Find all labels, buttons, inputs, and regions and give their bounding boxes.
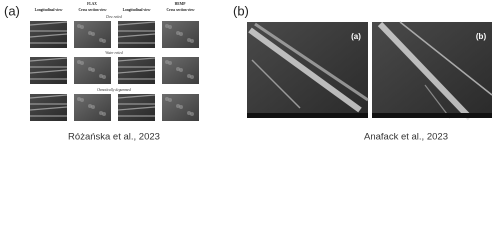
texture — [179, 105, 183, 109]
sem-image — [29, 94, 68, 121]
group-label: HEMP — [175, 2, 187, 6]
texture — [102, 39, 106, 43]
sem-image — [372, 21, 493, 121]
texture — [102, 112, 106, 116]
texture — [190, 39, 194, 43]
texture — [190, 75, 194, 79]
fiber — [29, 33, 68, 38]
image-label: (a) — [351, 32, 361, 41]
texture — [91, 68, 95, 72]
column-label: Longitudinal view — [35, 8, 63, 12]
row-label: Osmotically degummed — [97, 88, 131, 92]
sem-image — [74, 21, 111, 48]
caption: Różańska et al., 2023 — [68, 132, 160, 143]
sem-image — [162, 94, 199, 121]
texture — [168, 98, 172, 102]
texture — [80, 25, 84, 29]
column-label: Cross section view — [166, 8, 194, 12]
fiber — [29, 57, 68, 62]
column-label: Longitudinal view — [123, 8, 151, 12]
panel-label: (a) — [4, 3, 20, 18]
texture — [179, 32, 183, 36]
sem-image — [117, 57, 156, 84]
column-label: Cross section view — [78, 8, 106, 12]
texture — [91, 32, 95, 36]
panel-label: (b) — [233, 3, 249, 18]
row-label: Water retted — [105, 51, 123, 55]
fiber — [29, 94, 68, 99]
texture — [168, 61, 172, 65]
texture — [102, 75, 106, 79]
texture — [168, 25, 172, 29]
caption: Anafack et al., 2023 — [364, 132, 448, 143]
sem-image — [162, 57, 199, 84]
sem-image — [117, 21, 156, 48]
texture — [91, 105, 95, 109]
sem-image — [117, 94, 156, 121]
row-label: Dew retted — [105, 15, 122, 19]
texture — [80, 98, 84, 102]
fiber — [29, 69, 68, 74]
sem-image — [29, 21, 68, 48]
sem-image — [74, 94, 111, 121]
texture — [190, 112, 194, 116]
sem-image — [74, 57, 111, 84]
image-label: (b) — [476, 32, 487, 41]
sem-image — [162, 21, 199, 48]
fiber — [117, 106, 156, 111]
texture — [80, 61, 84, 65]
fiber — [117, 33, 156, 38]
group-label: FLAX — [87, 2, 97, 6]
fiber — [117, 57, 156, 62]
fiber — [117, 21, 156, 26]
fiber — [29, 21, 68, 26]
figure: (a) FLAX HEMP Longitudinal view Cross sec… — [4, 2, 493, 143]
fiber — [29, 106, 68, 111]
sem-image — [247, 22, 369, 118]
sem-image — [29, 57, 68, 84]
fiber — [117, 69, 156, 74]
texture — [179, 68, 183, 72]
fiber — [117, 94, 156, 99]
